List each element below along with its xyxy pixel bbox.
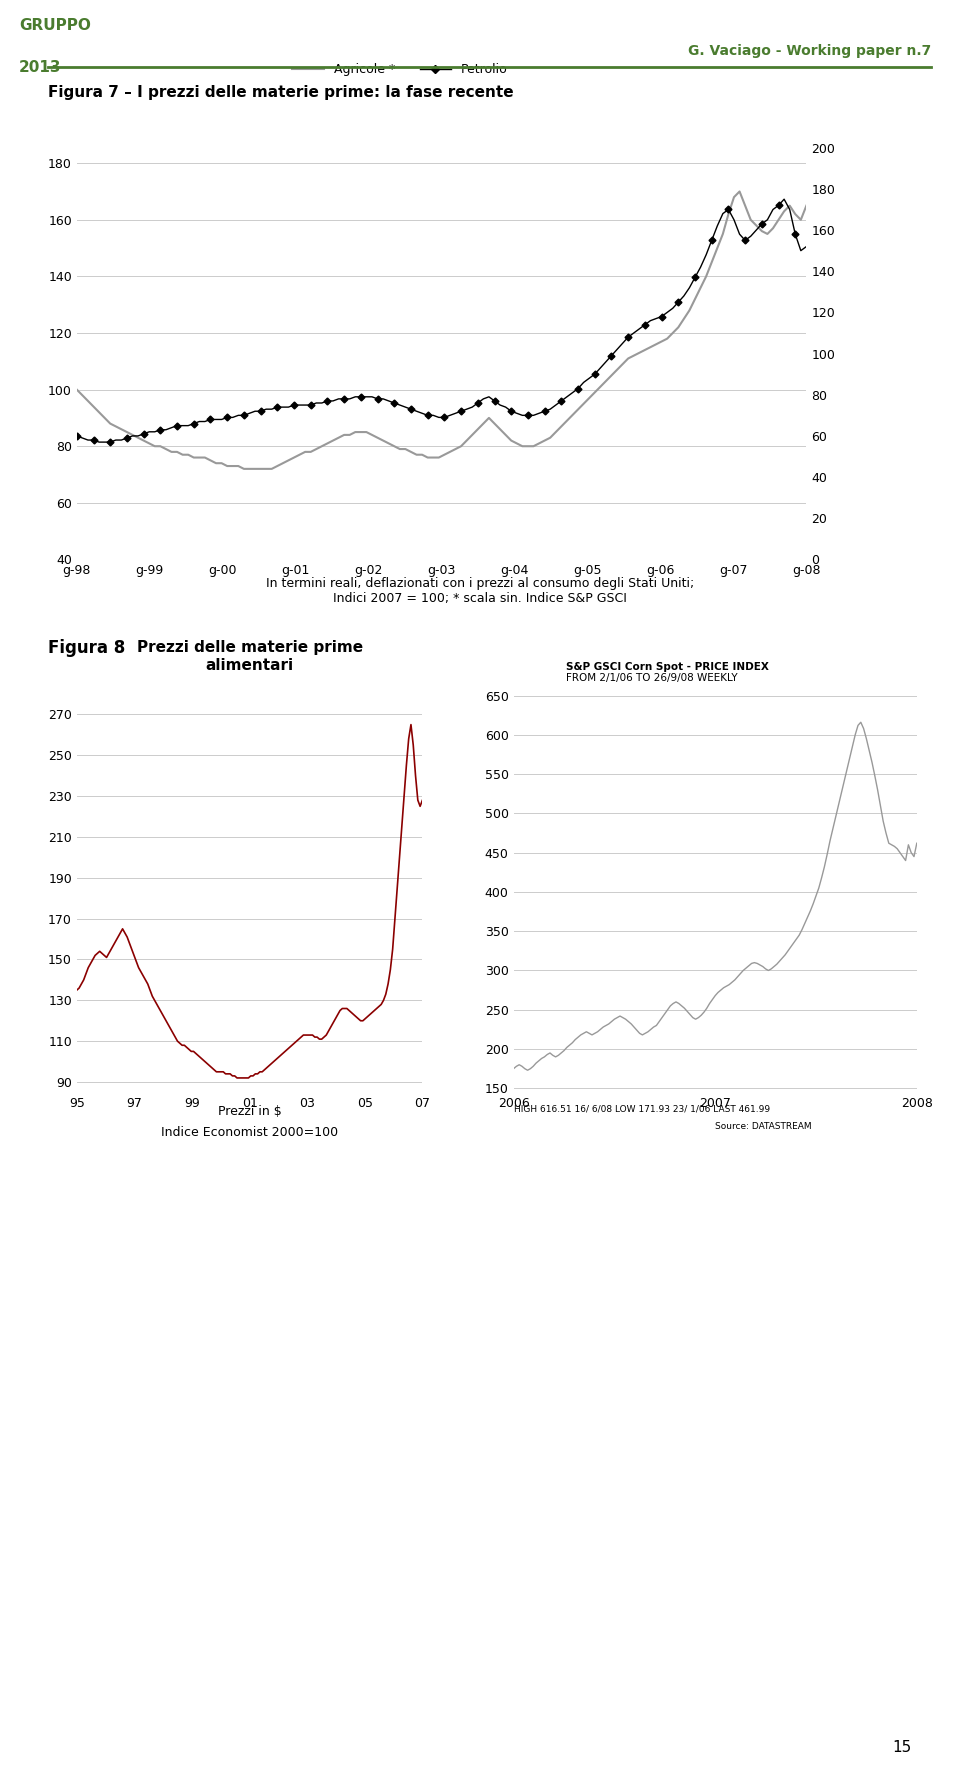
Text: Figura 8: Figura 8: [48, 639, 125, 657]
Text: S&P GSCI Corn Spot - PRICE INDEX: S&P GSCI Corn Spot - PRICE INDEX: [566, 662, 769, 671]
Title: Prezzi delle materie prime
alimentari: Prezzi delle materie prime alimentari: [136, 641, 363, 673]
Text: Indice Economist 2000=100: Indice Economist 2000=100: [161, 1126, 338, 1138]
Text: Source: DATASTREAM: Source: DATASTREAM: [715, 1122, 812, 1131]
Text: 15: 15: [893, 1740, 912, 1755]
Text: 2013: 2013: [19, 60, 61, 75]
Text: HIGH 616.51 16/ 6/08 LOW 171.93 23/ 1/06 LAST 461.99: HIGH 616.51 16/ 6/08 LOW 171.93 23/ 1/06…: [514, 1105, 770, 1114]
Text: Figura 7 – I prezzi delle materie prime: la fase recente: Figura 7 – I prezzi delle materie prime:…: [48, 85, 514, 99]
Legend: Agricole *, Petrolio: Agricole *, Petrolio: [287, 59, 513, 82]
Text: G. Vaciago - Working paper n.7: G. Vaciago - Working paper n.7: [688, 44, 931, 59]
Text: GRUPPO: GRUPPO: [19, 18, 91, 32]
Text: In termini reali, deflazionati con i prezzi al consumo degli Stati Uniti;
Indici: In termini reali, deflazionati con i pre…: [266, 577, 694, 606]
Text: FROM 2/1/06 TO 26/9/08 WEEKLY: FROM 2/1/06 TO 26/9/08 WEEKLY: [566, 673, 738, 684]
Text: Prezzi in $: Prezzi in $: [218, 1105, 281, 1117]
